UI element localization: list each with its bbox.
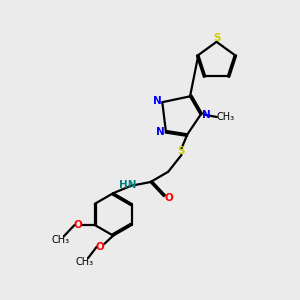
Text: N: N xyxy=(156,128,165,137)
Text: S: S xyxy=(178,146,185,155)
Text: CH₃: CH₃ xyxy=(75,257,93,267)
Text: O: O xyxy=(96,242,105,252)
Text: N: N xyxy=(153,96,161,106)
Text: CH₃: CH₃ xyxy=(51,235,69,245)
Text: HN: HN xyxy=(119,180,137,190)
Text: O: O xyxy=(74,220,82,230)
Text: S: S xyxy=(213,33,221,43)
Text: CH₃: CH₃ xyxy=(217,112,235,122)
Text: O: O xyxy=(165,193,173,202)
Text: N: N xyxy=(202,110,210,120)
